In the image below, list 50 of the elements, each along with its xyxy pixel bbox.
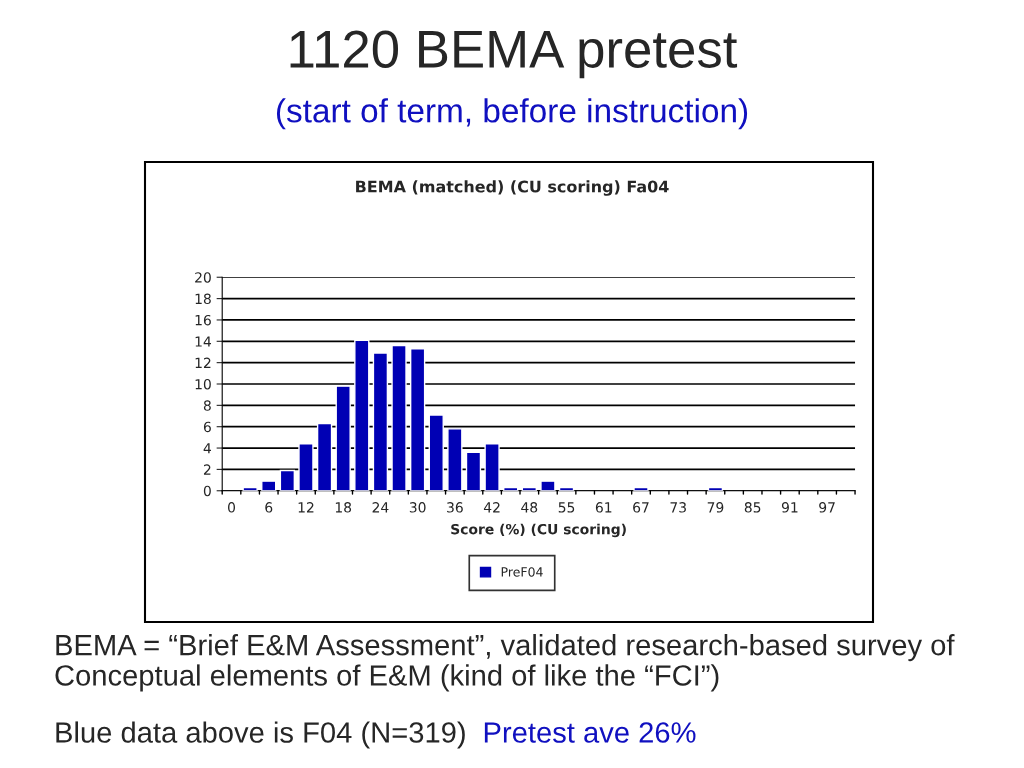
y-tick-label: 18 bbox=[195, 293, 211, 305]
bar bbox=[316, 422, 333, 491]
x-tick-label: 36 bbox=[447, 502, 463, 513]
x-tick-label: 30 bbox=[409, 502, 426, 513]
x-tick-label: 61 bbox=[595, 502, 612, 513]
bar bbox=[465, 451, 482, 491]
x-tick-label: 85 bbox=[744, 502, 761, 513]
y-tick-label: 14 bbox=[195, 336, 212, 347]
y-tick-label: 6 bbox=[203, 421, 211, 433]
text: Blue data above is F04 (N=319) bbox=[56, 721, 465, 749]
y-tick-label: 2 bbox=[203, 464, 211, 475]
x-tick-label: 24 bbox=[372, 502, 389, 513]
legend-label: PreF04 bbox=[501, 567, 543, 577]
bar bbox=[540, 480, 556, 491]
x-tick-label: 67 bbox=[633, 502, 649, 513]
x-axis-title: Score (%) (CU scoring) bbox=[451, 523, 626, 538]
chart-subtitle: (start of term, before instruction) bbox=[276, 98, 748, 130]
y-tick-label: 10 bbox=[195, 378, 211, 390]
x-tick-label: 55 bbox=[558, 502, 575, 513]
bar bbox=[409, 348, 426, 491]
text: BEMA = “Brief E&M Assessment”, validated research-based survey of Conceptual elements of E&M (kind of like the “FCI”) bbox=[55, 634, 955, 692]
x-tick-label: 91 bbox=[781, 502, 798, 513]
x-tick-label: 79 bbox=[707, 502, 724, 513]
x-tick-label: 42 bbox=[483, 502, 500, 513]
bar bbox=[391, 344, 407, 491]
y-tick-label: 16 bbox=[195, 314, 211, 326]
bar bbox=[354, 339, 370, 491]
bar bbox=[298, 443, 314, 491]
y-tick-label: 8 bbox=[203, 400, 211, 411]
text: BEMA (matched) (CU scoring) Fa04 bbox=[356, 180, 669, 196]
y-tick-label: 12 bbox=[195, 357, 211, 368]
x-tick-label: 73 bbox=[670, 502, 686, 513]
bar bbox=[279, 469, 296, 491]
bar bbox=[447, 428, 463, 491]
bar bbox=[261, 480, 277, 491]
x-tick-label: 0 bbox=[228, 502, 236, 513]
y-tick-label: 0 bbox=[203, 485, 211, 497]
x-tick-label: 48 bbox=[521, 502, 538, 513]
bar bbox=[484, 443, 500, 491]
y-tick-label: 4 bbox=[203, 443, 212, 454]
chart-title: 1120 BEMA pretest bbox=[290, 30, 738, 79]
x-tick-label: 12 bbox=[298, 502, 314, 513]
x-tick-label: 97 bbox=[819, 502, 835, 513]
x-tick-label: 18 bbox=[335, 502, 352, 513]
bar bbox=[335, 385, 351, 491]
y-tick-label: 20 bbox=[195, 272, 211, 283]
bar bbox=[428, 414, 444, 491]
x-tick-label: 6 bbox=[265, 502, 273, 513]
bar bbox=[372, 352, 389, 491]
text: Pretest ave 26% bbox=[484, 722, 696, 743]
